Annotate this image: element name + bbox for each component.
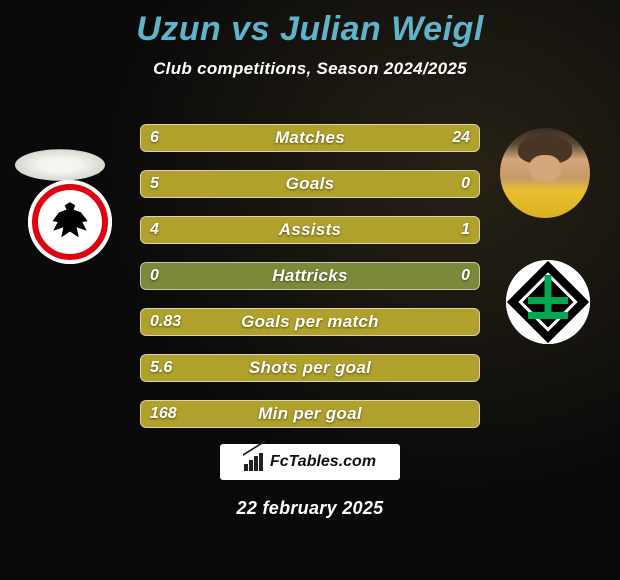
stat-value-left: 5 [140, 170, 169, 198]
stat-label: Assists [140, 216, 480, 244]
player-left-photo [15, 149, 105, 181]
stat-value-right: 1 [451, 216, 480, 244]
brand-badge: FcTables.com [220, 444, 400, 480]
player-right-photo [500, 128, 590, 218]
club-badge-right [506, 260, 590, 344]
comparison-bars: Matches624Goals50Assists41Hattricks00Goa… [140, 124, 480, 446]
stat-value-right: 0 [451, 262, 480, 290]
stat-row: Goals per match0.83 [140, 308, 480, 336]
stat-value-right [460, 308, 480, 336]
stat-row: Matches6 24 [140, 124, 480, 152]
stat-label: Min per goal [140, 400, 480, 428]
stat-value-right: 24 [442, 124, 480, 152]
stat-value-left: 0.83 [140, 308, 191, 336]
stat-value-left: 168 [140, 400, 187, 428]
stat-label: Goals [140, 170, 480, 198]
date-label: 22 february 2025 [0, 498, 620, 519]
stat-row: Hattricks0 0 [140, 262, 480, 290]
stat-value-right [460, 354, 480, 382]
stat-row: Min per goal168 [140, 400, 480, 428]
stat-label: Hattricks [140, 262, 480, 290]
club-badge-left [28, 180, 112, 264]
brand-text: FcTables.com [270, 453, 376, 471]
stat-value-right: 0 [451, 170, 480, 198]
stat-value-left: 6 [140, 124, 169, 152]
stat-row: Shots per goal5.6 [140, 354, 480, 382]
stat-row: Goals5 0 [140, 170, 480, 198]
borussia-mgladbach-icon [506, 260, 590, 344]
page-subtitle: Club competitions, Season 2024/2025 [0, 59, 620, 79]
stat-label: Shots per goal [140, 354, 480, 382]
stat-value-left: 5.6 [140, 354, 182, 382]
stat-label: Matches [140, 124, 480, 152]
fctables-icon [244, 453, 266, 471]
stat-value-left: 0 [140, 262, 169, 290]
stat-value-right [460, 400, 480, 428]
stat-row: Assists4 1 [140, 216, 480, 244]
stat-value-left: 4 [140, 216, 169, 244]
eintracht-frankfurt-icon [28, 180, 112, 264]
page-title: Uzun vs Julian Weigl [0, 0, 620, 49]
